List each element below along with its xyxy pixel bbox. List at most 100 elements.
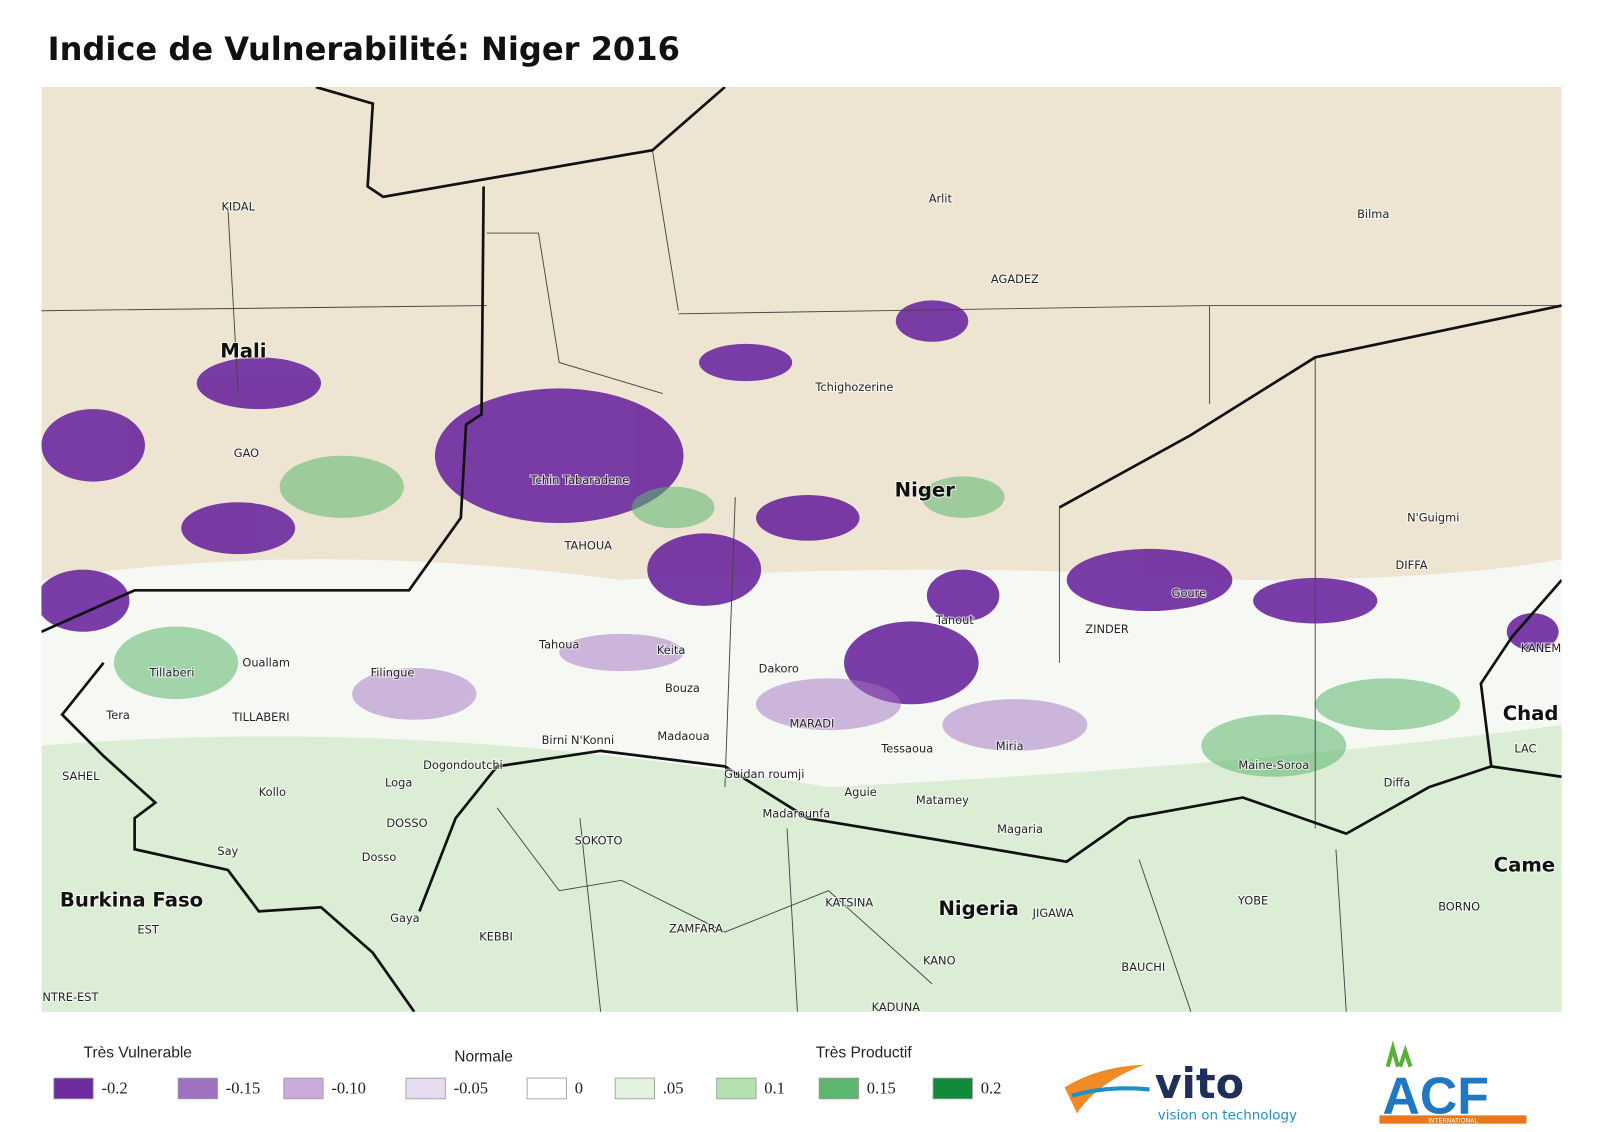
place-label: ZINDER <box>1085 622 1129 636</box>
place-label: Madarounfa <box>762 807 830 821</box>
place-label: N'Guigmi <box>1407 510 1459 524</box>
place-label: Loga <box>385 775 412 789</box>
place-label: BORNO <box>1438 900 1480 914</box>
legend-label: .05 <box>663 1078 684 1097</box>
legend-heading: Normale <box>454 1049 513 1066</box>
legend-label: -0.05 <box>454 1078 488 1097</box>
place-label: Filingue <box>371 666 415 680</box>
productive-areas <box>113 455 1461 777</box>
acf-plant <box>1385 1040 1413 1068</box>
place-label: Tanout <box>935 613 974 627</box>
title: Indice de Vulnerabilité: Niger 2016 <box>48 30 680 68</box>
legend-label: -0.15 <box>226 1078 260 1097</box>
place-label: KADUNA <box>872 1000 921 1014</box>
country-label: Mali <box>220 340 266 363</box>
place-label: Dakoro <box>759 662 799 676</box>
legend-label: -0.2 <box>101 1078 127 1097</box>
legend-label: 0.1 <box>764 1078 785 1097</box>
acf-logo: ACF <box>1383 1066 1489 1124</box>
legend-label: 0.2 <box>981 1078 1002 1097</box>
place-label: Tahoua <box>538 638 579 652</box>
place-label: Tera <box>105 708 130 722</box>
place-label: KANO <box>923 954 956 968</box>
country-borders <box>41 87 1562 1012</box>
place-label: Bouza <box>665 681 700 695</box>
legend-swatch <box>716 1077 757 1100</box>
acf-band <box>1379 1115 1527 1124</box>
legend-label: 0 <box>575 1078 583 1097</box>
place-label: BAUCHI <box>1121 960 1165 974</box>
country-label: Burkina Faso <box>60 889 203 912</box>
place-label: KIDAL <box>221 200 255 214</box>
legend-swatch <box>405 1077 446 1100</box>
place-label: LAC <box>1514 741 1536 755</box>
legend-swatch <box>932 1077 973 1100</box>
logos: vito vision on technology ACF INTERNATIO… <box>1064 1040 1527 1125</box>
legend-swatch <box>614 1077 655 1100</box>
place-label: GAO <box>234 446 259 460</box>
place-label: AGADEZ <box>991 272 1039 286</box>
place-label: Tessaoua <box>880 741 933 755</box>
legend-label: 0.15 <box>867 1078 896 1097</box>
place-label: Goure <box>1172 586 1206 600</box>
legend-swatch <box>526 1077 567 1100</box>
legend-swatch <box>53 1077 94 1100</box>
vito-tagline: vision on technology <box>1158 1109 1297 1124</box>
country-label: Niger <box>895 478 956 501</box>
place-label: Bilma <box>1357 207 1389 221</box>
south-zone <box>41 724 1562 1012</box>
place-label: Tchighozerine <box>814 380 893 394</box>
place-label: SOKOTO <box>575 833 623 847</box>
place-label: KANEM <box>1521 641 1562 655</box>
light-vulnerable-areas <box>352 633 1088 751</box>
place-label: Magaria <box>997 822 1043 836</box>
legend-heading: Très Vulnerable <box>84 1044 192 1061</box>
place-label: Arlit <box>929 191 953 205</box>
place-label: Keita <box>657 643 685 657</box>
place-label: Kollo <box>259 785 286 799</box>
place-label: Gaya <box>390 911 420 925</box>
place-label: TAHOUA <box>563 538 612 552</box>
place-label: Miria <box>996 739 1024 753</box>
place-label: EST <box>137 923 158 937</box>
place-label: Tchin Tabaradene <box>530 473 630 487</box>
place-label: Dosso <box>362 850 397 864</box>
place-label: DOSSO <box>386 816 427 830</box>
place-label: MARADI <box>789 716 834 730</box>
place-label: Madaoua <box>657 729 709 743</box>
place-label: ZAMFARA <box>669 921 723 935</box>
place-label: Diffa <box>1384 775 1411 789</box>
place-label: YOBE <box>1237 894 1268 908</box>
place-label: NTRE-EST <box>42 990 98 1004</box>
country-label: Chad <box>1503 702 1559 725</box>
place-label: Maine-Soroa <box>1238 758 1309 772</box>
legend-heading: Très Productif <box>816 1044 913 1061</box>
country-label: Came <box>1494 853 1556 876</box>
country-label: Nigeria <box>938 897 1018 920</box>
vulnerable-areas <box>41 300 1559 705</box>
acf-bg <box>1379 1066 1525 1119</box>
map: Mali KIDAL GAO Tchin Tabaradene TAHOUA Niger A… <box>41 87 1562 1015</box>
place-label: Birni N'Konni <box>542 733 615 747</box>
legend-label: -0.10 <box>331 1078 365 1097</box>
place-label: JIGAWA <box>1032 906 1074 920</box>
place-label: KATSINA <box>825 896 873 910</box>
place-label: DIFFA <box>1396 558 1428 572</box>
place-label: Guidan roumji <box>724 767 804 781</box>
place-label: Tillaberi <box>148 666 194 680</box>
admin-boundaries <box>41 150 1562 1012</box>
place-label: Dogondoutchi <box>423 758 503 772</box>
place-label: Ouallam <box>242 655 290 669</box>
vito-swoosh <box>1064 1064 1145 1114</box>
vito-swoosh-blue <box>1071 1086 1150 1098</box>
legend-swatch <box>283 1077 324 1100</box>
place-label: KEBBI <box>479 930 513 944</box>
place-label: Aguie <box>844 785 876 799</box>
place-label: SAHEL <box>62 769 100 783</box>
legend-swatch <box>818 1077 859 1100</box>
place-label: Say <box>217 844 238 858</box>
vito-logo: vito <box>1155 1060 1244 1108</box>
legend-swatch <box>177 1077 218 1100</box>
